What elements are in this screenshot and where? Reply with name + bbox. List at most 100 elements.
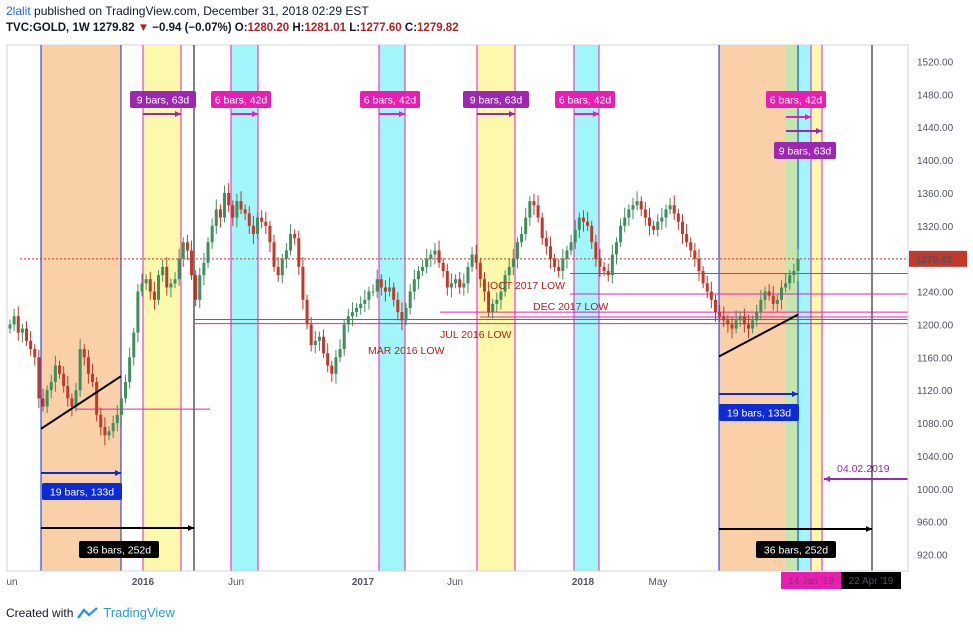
candle-body [251, 225, 255, 235]
candle-body [169, 283, 173, 288]
cycle-label-box [555, 91, 615, 108]
candle-body [317, 336, 321, 341]
candle-body [647, 217, 651, 226]
candle-body [297, 238, 301, 267]
price-tick-label: 1120.00 [917, 386, 953, 397]
candle-body [738, 316, 742, 321]
candle-body [301, 266, 305, 300]
candle-body [520, 234, 524, 243]
candle-body [264, 221, 268, 226]
candle-body [767, 291, 771, 296]
date-marker-box [841, 572, 901, 589]
candle-body [284, 250, 288, 259]
candle-body [37, 357, 41, 399]
candle-body [227, 192, 231, 206]
date-marker-label: 22 Apr '19 [849, 576, 894, 587]
cycle-label: 6 bars, 42d [364, 95, 417, 107]
candle-body [722, 316, 726, 321]
candle-body [289, 234, 293, 251]
time-tick-label: 2016 [132, 577, 155, 588]
candle-body [260, 217, 264, 222]
candle-body [70, 398, 74, 407]
candle-body [689, 242, 693, 251]
author-link[interactable]: 2lalit [6, 4, 31, 18]
candle-body [602, 266, 606, 272]
candle-body [45, 390, 49, 407]
candle-body [367, 291, 371, 300]
candle-body [338, 349, 342, 358]
candle-body [350, 312, 354, 317]
candle-body [144, 279, 148, 284]
measure-arrow-head [866, 526, 872, 532]
cycle-label-box [766, 91, 826, 108]
candle-body [115, 414, 119, 424]
candle-body [95, 381, 99, 415]
price-change: −0.94 (−0.07%) [152, 22, 232, 34]
candle-body [631, 205, 635, 210]
candle-body [779, 287, 783, 300]
publish-info: 2lalit published on TradingView.com, Dec… [6, 3, 459, 20]
candle-body [322, 336, 326, 354]
close-label: C: [404, 22, 418, 34]
price-tick-label: 1480.00 [917, 90, 954, 101]
cycle-label: 36 bars, 252d [87, 545, 151, 557]
candle-body [784, 283, 788, 288]
candle-body [482, 279, 486, 292]
chart-header: 2lalit published on TradingView.com, Dec… [6, 3, 459, 37]
candle-body [763, 291, 767, 300]
cycle-label-box [360, 91, 420, 108]
candle-body [165, 266, 169, 288]
cycle-band [379, 45, 405, 571]
candle-body [334, 357, 338, 374]
cycle-band [231, 45, 258, 571]
measure-arrow-head [805, 114, 811, 120]
candle-body [540, 217, 544, 239]
candle-body [565, 250, 569, 259]
candle-body [709, 291, 713, 300]
candle-body [235, 201, 239, 218]
candle-body [718, 312, 722, 317]
candle-body [16, 316, 20, 333]
candle-body [458, 279, 462, 288]
candle-body [515, 242, 519, 259]
time-tick-label: Jun [228, 577, 244, 588]
candle-body [206, 242, 210, 263]
candle-body [751, 320, 755, 329]
created-with-text: Created with [6, 605, 74, 620]
price-tick-label: 1360.00 [917, 189, 954, 200]
candle-body [734, 320, 738, 329]
candle-body [487, 291, 491, 313]
candle-body [478, 262, 482, 280]
candle-body [759, 299, 763, 313]
cycle-band [143, 45, 181, 571]
candle-body [524, 217, 528, 235]
candle-body [181, 242, 185, 259]
time-tick-label: Jun [447, 577, 463, 588]
candle-body [573, 229, 577, 243]
candle-body [614, 242, 618, 255]
candle-body [433, 250, 437, 255]
candle-body [313, 340, 317, 345]
cycle-label-box [130, 91, 196, 108]
price-tick-label: 1040.00 [917, 452, 954, 463]
price-tick-label: 1400.00 [917, 156, 954, 167]
candle-body [788, 275, 792, 284]
price-chart[interactable]: 9 bars, 63d 6 bars, 42d 6 bars, 42d 9 bars,… [0, 0, 973, 600]
time-tick-label: un [6, 577, 17, 588]
tradingview-brand[interactable]: TradingView [103, 605, 175, 620]
candle-body [466, 266, 470, 284]
candle-body [74, 390, 78, 407]
candle-body [177, 258, 181, 280]
candle-body [326, 353, 330, 366]
candle-body [598, 258, 602, 267]
cycle-label-box [463, 91, 529, 108]
candle-body [396, 299, 400, 313]
footer: Created with TradingView [6, 605, 175, 620]
cycle-band [574, 45, 599, 571]
candle-body [128, 357, 132, 382]
candle-body [86, 357, 90, 374]
candle-body [705, 283, 709, 292]
candle-body [771, 295, 775, 304]
candle-body [495, 299, 499, 304]
candle-body [697, 258, 701, 272]
